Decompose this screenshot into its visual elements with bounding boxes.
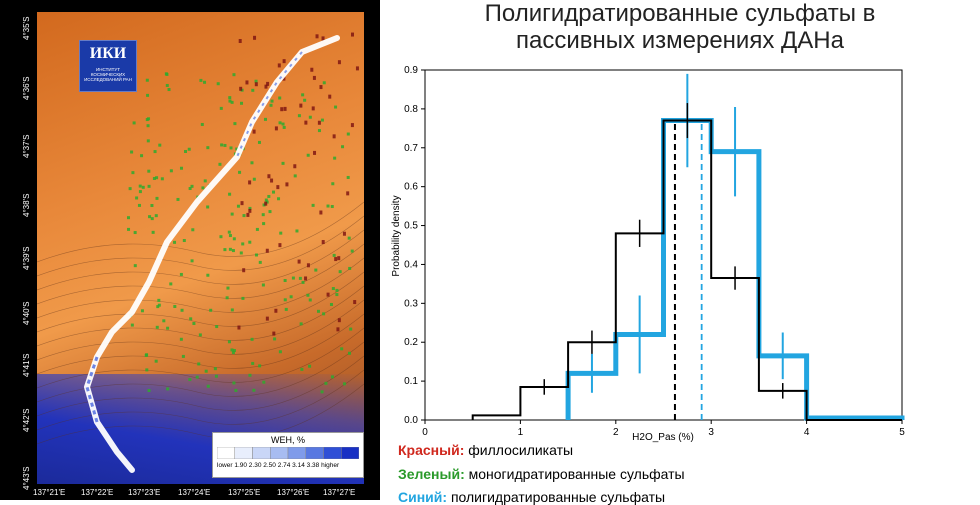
logo-text: ИКИ [89, 45, 127, 62]
histogram-chart: 0 1 2 3 4 5 0.0 0.1 0.2 0.3 0.4 0.5 0.6 0.7 0.8 0.9 H2O… [391, 65, 905, 443]
y-tick-label: 0.0 [404, 415, 418, 426]
legend-red-key: Красный: [398, 442, 465, 458]
map-lon-label: 137°21'E [33, 488, 66, 497]
y-tick-label: 0.2 [404, 337, 418, 348]
x-axis-label: H2O_Pas (%) [632, 432, 694, 443]
y-tick-label: 0.5 [404, 221, 418, 232]
x-tick-label: 5 [899, 427, 905, 438]
map-lat-label: 4°35'S [22, 16, 31, 40]
x-tick-label: 4 [804, 427, 810, 438]
legend-blue-text: полигидратированные сульфаты [447, 489, 666, 505]
x-tick-label: 2 [613, 427, 619, 438]
map-lat-label: 4°41'S [22, 353, 31, 377]
legend-blue-key: Синий: [398, 489, 448, 505]
weh-legend: WEH, % lower 1.90 2.30 2.50 2.74 3.14 3.… [212, 432, 364, 478]
x-tick-label: 0 [422, 427, 428, 438]
y-tick-label: 0.8 [404, 104, 418, 115]
legend-red: Красный: филлосиликаты [398, 442, 573, 458]
weh-colorbar-swatch [287, 447, 306, 459]
map-lat-label: 4°36'S [22, 76, 31, 100]
y-tick-label: 0.9 [404, 65, 418, 76]
weh-colorbar-swatch [323, 447, 342, 459]
map-lat-label: 4°39'S [22, 246, 31, 270]
weh-colorbar-swatch [217, 447, 235, 459]
map-lon-label: 137°23'E [128, 488, 161, 497]
map-lon-label: 137°27'E [323, 488, 356, 497]
y-tick-label: 0.4 [404, 259, 418, 270]
map-panel: ИКИ ИНСТИТУТ КОСМИЧЕСКИХ ИССЛЕДОВАНИЙ РА… [0, 0, 380, 500]
y-tick-label: 0.7 [404, 143, 418, 154]
map-lat-label: 4°43'S [22, 466, 31, 490]
map-overlay [37, 32, 364, 473]
weh-legend-labels: lower 1.90 2.30 2.50 2.74 3.14 3.38 high… [217, 462, 340, 469]
plot-frame [424, 69, 903, 421]
weh-colorbar-swatch [270, 447, 289, 459]
logo-subtext: ИНСТИТУТ КОСМИЧЕСКИХ ИССЛЕДОВАНИЙ РАН [84, 67, 132, 82]
map-lat-label: 4°37'S [22, 134, 31, 158]
slide-title-line1: Полигидратированные сульфаты в [484, 0, 876, 27]
legend-red-text: филлосиликаты [464, 442, 574, 458]
y-tick-label: 0.6 [404, 182, 418, 193]
map-lat-label: 4°40'S [22, 301, 31, 325]
map-lon-label: 137°25'E [228, 488, 261, 497]
map-lon-label: 137°22'E [81, 488, 114, 497]
y-axis-label: Probability density [391, 195, 402, 276]
weh-legend-title: WEH, % [270, 435, 305, 445]
iki-logo: ИКИ ИНСТИТУТ КОСМИЧЕСКИХ ИССЛЕДОВАНИЙ РА… [79, 40, 137, 92]
slide-title-line2: пассивных измерениях ДАНа [516, 27, 844, 54]
map-lat-label: 4°42'S [22, 408, 31, 432]
legend-green: Зеленый: моногидратированные сульфаты [398, 466, 685, 482]
slide-title: Полигидратированные сульфаты в пассивных… [380, 0, 980, 54]
legend-green-text: моногидратированные сульфаты [464, 466, 685, 482]
map-lon-label: 137°24'E [178, 488, 211, 497]
map-lon-label: 137°26'E [277, 488, 310, 497]
legend-green-key: Зеленый: [398, 466, 465, 482]
y-tick-label: 0.1 [404, 376, 418, 387]
rover-traverse [84, 35, 340, 473]
weh-colorbar-swatch [252, 447, 271, 459]
legend-blue: Синий: полигидратированные сульфаты [398, 489, 665, 505]
weh-colorbar [217, 447, 359, 459]
weh-colorbar-swatch [305, 447, 324, 459]
y-tick-label: 0.3 [404, 298, 418, 309]
x-tick-label: 3 [708, 427, 714, 438]
map-image: ИКИ ИНСТИТУТ КОСМИЧЕСКИХ ИССЛЕДОВАНИЙ РА… [37, 12, 364, 484]
weh-colorbar-swatch [234, 447, 253, 459]
weh-colorbar-swatch [341, 447, 359, 459]
x-tick-label: 1 [518, 427, 524, 438]
map-lat-label: 4°38'S [22, 193, 31, 217]
